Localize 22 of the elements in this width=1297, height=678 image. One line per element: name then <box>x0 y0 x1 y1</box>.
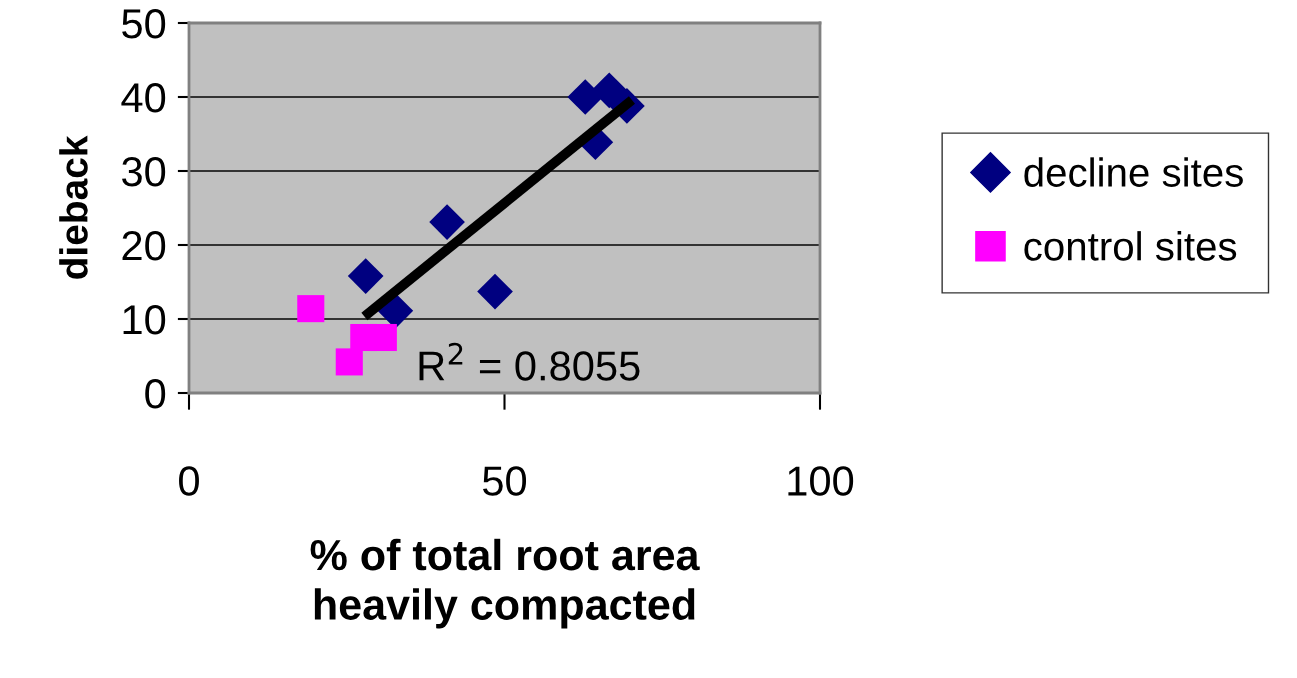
y-tick-label: 40 <box>121 83 166 113</box>
point <box>335 348 363 376</box>
annotation: R$^{2}$ = 0.8055 <box>419 342 640 381</box>
point <box>477 273 513 310</box>
x-axis-title: % of total root area heavily compacted <box>310 538 700 629</box>
legend-label: control sites <box>1024 231 1237 261</box>
y-tick-label: 50 <box>122 9 166 39</box>
point <box>567 79 604 115</box>
x-tick-label: 100 <box>788 466 854 496</box>
y-tick-label: 10 <box>123 305 166 335</box>
y-tick-label: 30 <box>122 157 166 187</box>
point <box>369 323 397 352</box>
legend-label: decline sites <box>1024 157 1243 187</box>
y-tick-label: 0 <box>145 379 166 409</box>
x-tick-label: 0 <box>179 466 199 496</box>
y-axis-title: dieback <box>59 135 88 279</box>
point <box>429 204 465 240</box>
point <box>591 72 628 109</box>
x-tick-label: 50 <box>483 466 527 496</box>
y-tick-label: 20 <box>122 231 166 261</box>
point <box>297 295 325 323</box>
point <box>347 258 384 294</box>
